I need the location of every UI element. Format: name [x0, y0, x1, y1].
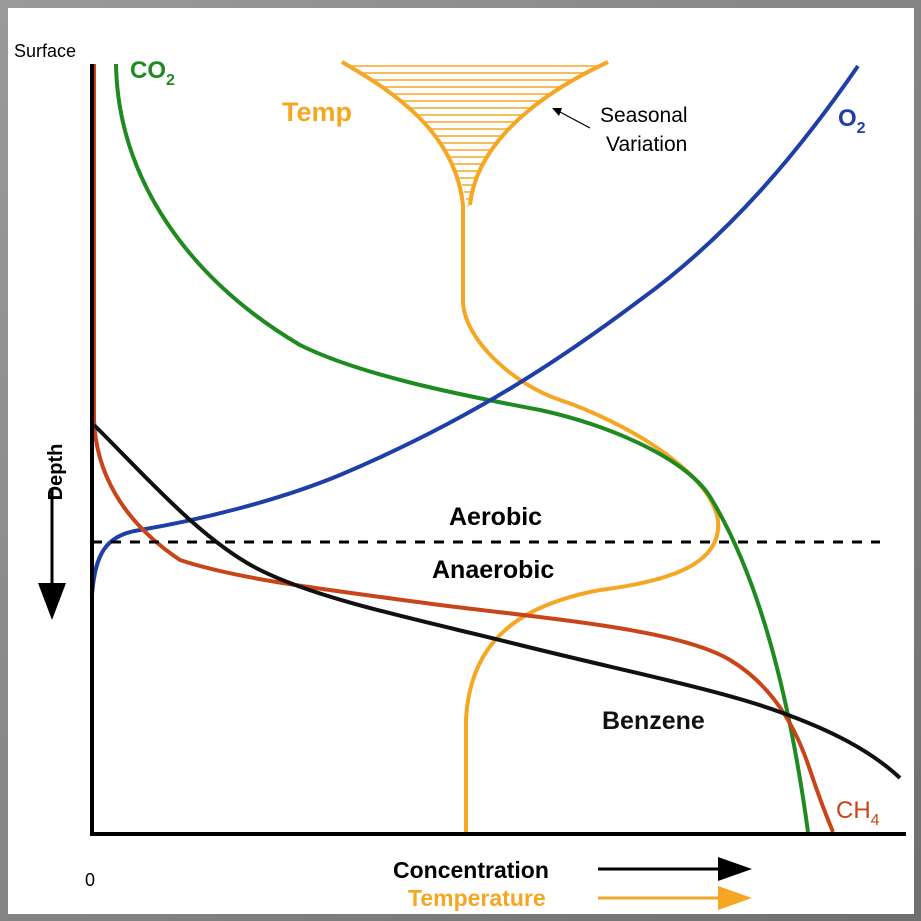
- co2-label: CO2: [130, 57, 175, 89]
- temp-curve: [340, 60, 721, 834]
- depth-arrow-icon: [38, 488, 66, 620]
- temp-label: Temp: [282, 97, 352, 127]
- temperature-arrow-icon: [598, 886, 752, 910]
- ch4-curve: [92, 64, 835, 833]
- depth-profile-diagram: Surface Depth 0 Concentration Temperatur…: [14, 41, 906, 911]
- seasonal-label-line2: Variation: [606, 133, 687, 156]
- temperature-label: Temperature: [408, 885, 546, 911]
- benzene-label: Benzene: [602, 707, 705, 735]
- o2-curve: [90, 64, 860, 832]
- benzene-curve: [92, 423, 902, 780]
- aerobic-label: Aerobic: [449, 503, 542, 531]
- temp-curve-right: [468, 60, 609, 206]
- seasonal-pointer-icon: [552, 108, 591, 129]
- seasonal-label-line1: Seasonal: [600, 104, 688, 127]
- o2-label: O2: [838, 105, 866, 137]
- anaerobic-label: Anaerobic: [432, 556, 554, 584]
- concentration-arrow-icon: [598, 857, 752, 881]
- surface-label: Surface: [14, 41, 76, 61]
- depth-label: Depth: [45, 444, 67, 501]
- co2-curve: [114, 63, 810, 833]
- ch4-label: CH4: [836, 797, 880, 829]
- diagram-canvas: Surface Depth 0 Concentration Temperatur…: [8, 8, 914, 914]
- origin-label: 0: [85, 870, 95, 890]
- concentration-label: Concentration: [393, 857, 549, 883]
